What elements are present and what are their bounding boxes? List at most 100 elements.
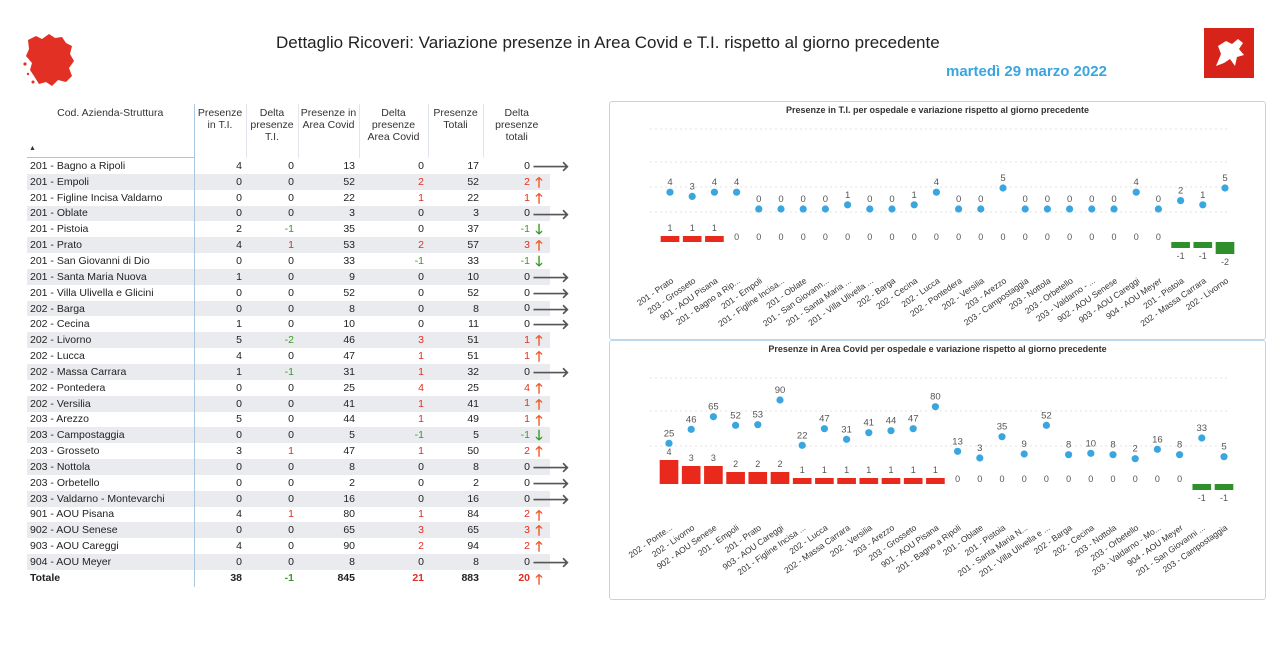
- presenze-point[interactable]: [1109, 451, 1117, 459]
- column-header-delta-totali[interactable]: Delta presenze totali: [482, 104, 550, 158]
- table-row[interactable]: 203 - Orbetello 0 0 2 0 2 0 🡒: [27, 474, 570, 491]
- variazione-bar[interactable]: [1171, 242, 1190, 248]
- presenze-point[interactable]: [909, 425, 917, 433]
- presenze-point[interactable]: [1021, 205, 1029, 213]
- variazione-bar[interactable]: [726, 472, 745, 484]
- presenze-point[interactable]: [932, 188, 940, 196]
- presenze-point[interactable]: [910, 201, 918, 209]
- presenze-point[interactable]: [1176, 451, 1184, 459]
- variazione-bar[interactable]: [770, 472, 790, 484]
- presenze-point[interactable]: [687, 425, 695, 433]
- presenze-point[interactable]: [1110, 205, 1118, 213]
- presenze-point[interactable]: [1221, 184, 1229, 192]
- presenze-point[interactable]: [666, 188, 674, 196]
- table-row[interactable]: 203 - Valdarno - Montevarchi 0 0 16 0 16 0 🡒: [27, 490, 570, 507]
- table-row[interactable]: 201 - Pistoia 2 -1 35 0 37 -1 🡓: [27, 221, 550, 238]
- presenze-point[interactable]: [888, 205, 896, 213]
- table-row[interactable]: 201 - Figline Incisa Valdarno 0 0 22 1 22 1 🡑: [27, 189, 550, 206]
- presenze-point[interactable]: [1199, 201, 1207, 209]
- presenze-point[interactable]: [1088, 205, 1096, 213]
- presenze-point[interactable]: [755, 205, 763, 213]
- table-row[interactable]: 902 - AOU Senese 0 0 65 3 65 3 🡑: [27, 522, 550, 539]
- presenze-point[interactable]: [754, 421, 762, 429]
- table-row[interactable]: 201 - Villa Ulivella e Glicini 0 0 52 0 52 0 🡒: [27, 284, 570, 301]
- variazione-bar[interactable]: [1214, 484, 1234, 490]
- presenze-point[interactable]: [999, 184, 1007, 192]
- presenze-point[interactable]: [977, 205, 985, 213]
- variazione-bar[interactable]: [881, 478, 901, 484]
- table-row[interactable]: 201 - San Giovanni di Dio 0 0 33 -1 33 -1 🡓: [27, 253, 550, 269]
- presenze-point[interactable]: [955, 205, 963, 213]
- presenze-point[interactable]: [998, 433, 1006, 441]
- variazione-bar[interactable]: [837, 478, 856, 484]
- variazione-bar[interactable]: [815, 478, 834, 484]
- variazione-bar[interactable]: [659, 460, 679, 484]
- presenze-point[interactable]: [954, 447, 962, 455]
- column-header-presenze-area-covid[interactable]: Presenze in Area Covid: [297, 104, 359, 158]
- presenze-point[interactable]: [1154, 205, 1162, 213]
- column-header-presenze-ti[interactable]: Presenze in T.I.: [193, 104, 246, 158]
- presenze-point[interactable]: [866, 205, 874, 213]
- variazione-bar[interactable]: [1192, 484, 1212, 490]
- presenze-point[interactable]: [865, 429, 873, 437]
- presenze-point[interactable]: [1066, 205, 1074, 213]
- column-header-presenze-totali[interactable]: Presenze Totali: [427, 104, 483, 158]
- presenze-point[interactable]: [1065, 451, 1073, 459]
- variazione-bar[interactable]: [792, 478, 812, 484]
- presenze-point[interactable]: [1043, 205, 1051, 213]
- table-row[interactable]: 202 - Cecina 1 0 10 0 11 0 🡒: [27, 316, 570, 333]
- variazione-bar[interactable]: [859, 478, 879, 484]
- table-row[interactable]: 201 - Prato 4 1 53 2 57 3 🡑: [27, 237, 550, 254]
- table-row[interactable]: 203 - Grosseto 3 1 47 1 50 2 🡑: [27, 443, 550, 460]
- presenze-point[interactable]: [976, 454, 984, 462]
- table-row[interactable]: 904 - AOU Meyer 0 0 8 0 8 0 🡒: [27, 554, 570, 570]
- table-row[interactable]: 203 - Campostaggia 0 0 5 -1 5 -1 🡓: [27, 427, 550, 444]
- presenze-point[interactable]: [821, 205, 829, 213]
- presenze-point[interactable]: [1132, 188, 1140, 196]
- variazione-bar[interactable]: [903, 478, 923, 484]
- presenze-point[interactable]: [1131, 455, 1139, 463]
- column-header-delta-area-covid[interactable]: Delta presenze Area Covid: [358, 104, 428, 158]
- table-row[interactable]: 201 - Bagno a Ripoli 4 0 13 0 17 0 🡒: [27, 157, 570, 174]
- variazione-bar[interactable]: [704, 466, 723, 484]
- variazione-bar[interactable]: [1193, 242, 1213, 248]
- column-header-struttura[interactable]: Cod. Azienda-Struttura ▲: [27, 104, 195, 158]
- presenze-point[interactable]: [776, 396, 784, 404]
- presenze-point[interactable]: [843, 435, 851, 443]
- sort-ascending-icon[interactable]: ▲: [29, 145, 36, 152]
- table-row[interactable]: 202 - Massa Carrara 1 -1 31 1 32 0 🡒: [27, 363, 570, 380]
- table-row[interactable]: 201 - Empoli 0 0 52 2 52 2 🡑: [27, 173, 550, 190]
- presenze-point[interactable]: [1220, 453, 1228, 461]
- presenze-point[interactable]: [709, 413, 717, 421]
- variazione-bar[interactable]: [660, 236, 680, 242]
- presenze-point[interactable]: [1177, 197, 1185, 205]
- presenze-point[interactable]: [732, 421, 740, 429]
- presenze-point[interactable]: [1198, 434, 1206, 442]
- presenze-point[interactable]: [887, 427, 895, 435]
- table-row[interactable]: 203 - Arezzo 5 0 44 1 49 1 🡑: [27, 411, 550, 428]
- variazione-bar[interactable]: [748, 472, 768, 484]
- variazione-bar[interactable]: [705, 236, 724, 242]
- presenze-point[interactable]: [799, 205, 807, 213]
- table-row[interactable]: 903 - AOU Careggi 4 0 90 2 94 2 🡑: [27, 538, 550, 555]
- variazione-bar[interactable]: [926, 478, 945, 484]
- table-total-row[interactable]: Totale 38 -1 845 21 883 20 🡑: [27, 569, 550, 587]
- table-row[interactable]: 202 - Lucca 4 0 47 1 51 1 🡑: [27, 348, 550, 364]
- presenze-point[interactable]: [688, 192, 696, 200]
- presenze-point[interactable]: [1042, 421, 1050, 429]
- presenze-point[interactable]: [1153, 445, 1161, 453]
- presenze-point[interactable]: [844, 201, 852, 209]
- table-row[interactable]: 203 - Nottola 0 0 8 0 8 0 🡒: [27, 459, 570, 475]
- variazione-bar[interactable]: [682, 236, 702, 242]
- presenze-point[interactable]: [710, 188, 718, 196]
- table-row[interactable]: 201 - Santa Maria Nuova 1 0 9 0 10 0 🡒: [27, 268, 570, 285]
- table-row[interactable]: 202 - Pontedera 0 0 25 4 25 4 🡑: [27, 379, 550, 396]
- column-header-delta-ti[interactable]: Delta presenze T.I.: [245, 104, 298, 158]
- presenze-point[interactable]: [665, 439, 673, 447]
- presenze-point[interactable]: [1087, 449, 1095, 457]
- table-row[interactable]: 201 - Oblate 0 0 3 0 3 0 🡒: [27, 205, 570, 222]
- table-row[interactable]: 202 - Barga 0 0 8 0 8 0 🡒: [27, 300, 570, 317]
- presenze-point[interactable]: [820, 425, 828, 433]
- variazione-bar[interactable]: [1215, 242, 1235, 254]
- table-row[interactable]: 202 - Livorno 5 -2 46 3 51 1 🡑: [27, 332, 550, 349]
